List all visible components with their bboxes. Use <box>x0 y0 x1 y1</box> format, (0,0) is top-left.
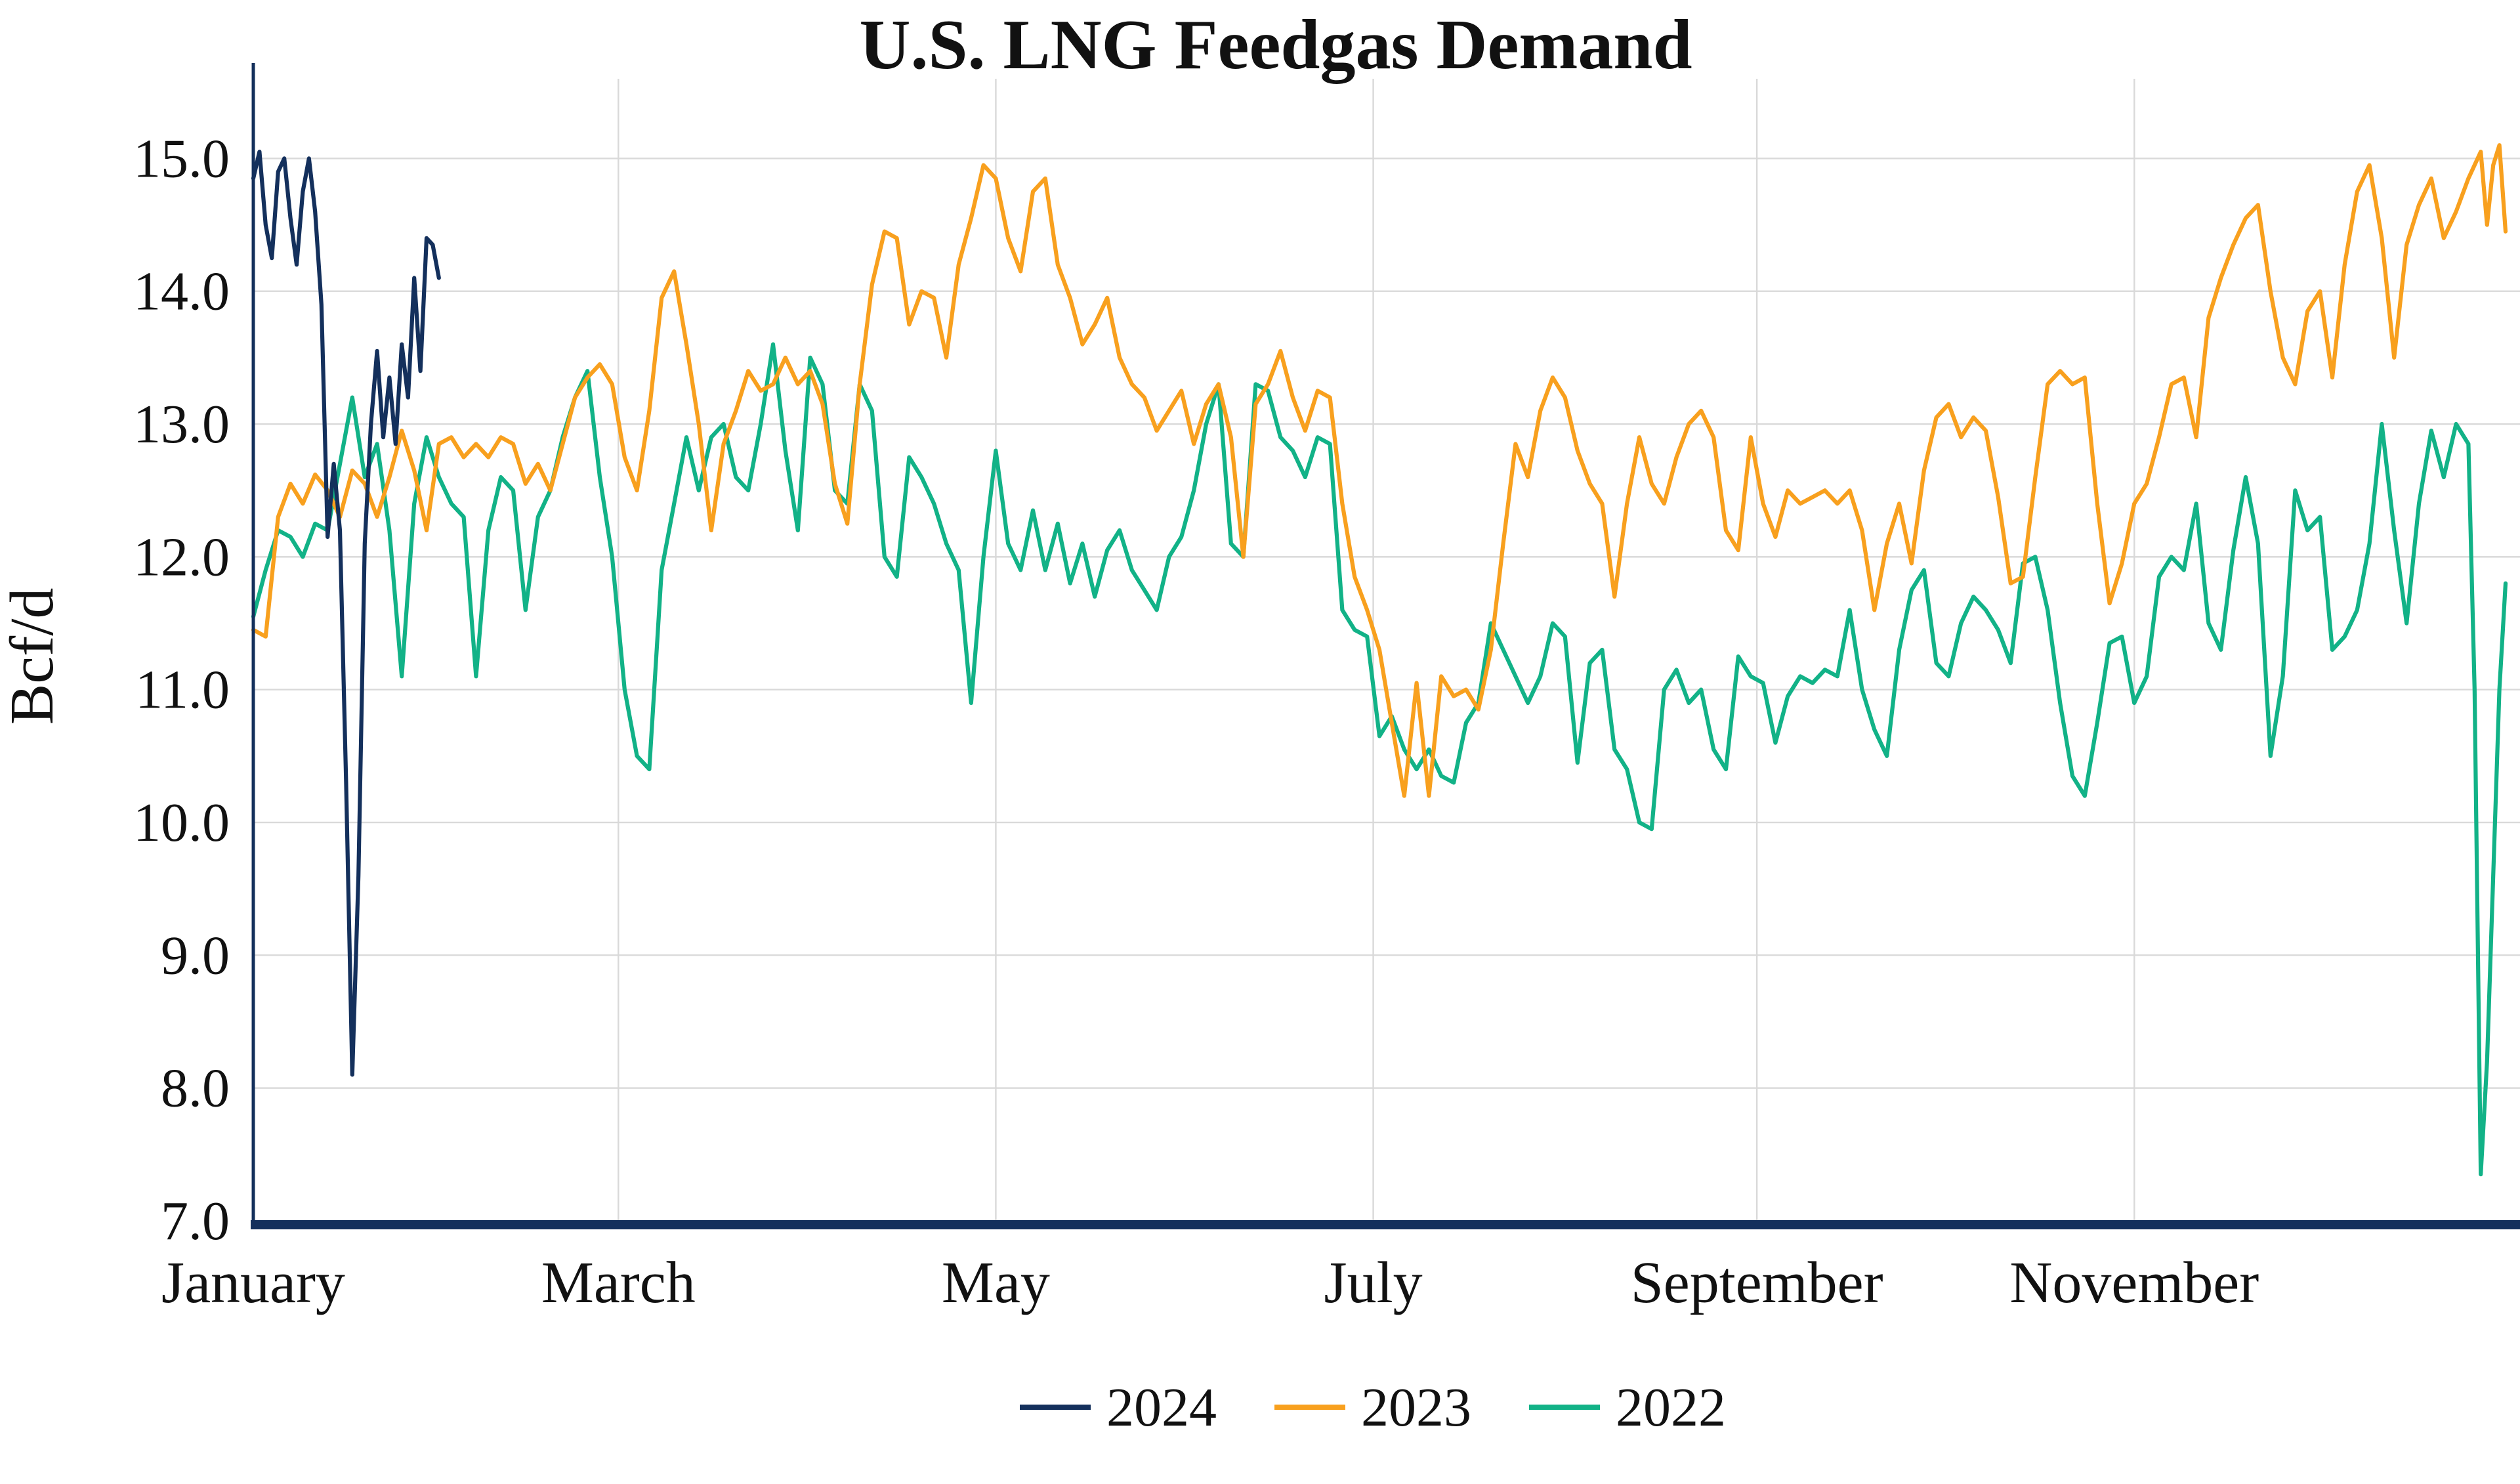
legend-item-2024: 2024 <box>1020 1377 1217 1438</box>
axes: 7.0 8.0 9.0 10.0 11.0 12.0 13.0 14.0 15.0 January… <box>133 63 2520 1315</box>
legend-label-2024: 2024 <box>1106 1377 1217 1438</box>
y-tick-label: 9.0 <box>161 925 230 986</box>
y-tick-label: 15.0 <box>133 128 230 189</box>
y-tick-label: 10.0 <box>133 792 230 853</box>
legend: 2024 2023 2022 <box>1020 1377 1726 1438</box>
x-tick-label: September <box>1631 1250 1883 1315</box>
legend-item-2022: 2022 <box>1529 1377 1726 1438</box>
x-tick-label: July <box>1324 1250 1423 1315</box>
x-tick-label: March <box>541 1250 696 1315</box>
y-tick-label: 7.0 <box>161 1191 230 1252</box>
series-line-2022 <box>251 342 2508 1177</box>
y-tick-label: 14.0 <box>133 261 230 322</box>
x-tick-label: May <box>942 1250 1050 1315</box>
series-line-2024 <box>251 150 441 1077</box>
y-tick-label: 8.0 <box>161 1058 230 1119</box>
legend-label-2023: 2023 <box>1361 1377 1471 1438</box>
data-series <box>251 143 2508 1177</box>
gridlines <box>253 79 2520 1221</box>
y-tick-label: 12.0 <box>133 526 230 587</box>
x-tick-label: January <box>161 1250 345 1315</box>
chart-title: U.S. LNG Feedgas Demand <box>859 6 1692 84</box>
series-line-2023 <box>251 143 2508 798</box>
y-tick-label: 11.0 <box>135 660 230 721</box>
y-axis-title: Bcf/d <box>0 588 66 725</box>
y-tick-label: 13.0 <box>133 394 230 455</box>
x-tick-label: November <box>2009 1250 2259 1315</box>
legend-item-2023: 2023 <box>1274 1377 1471 1438</box>
legend-label-2022: 2022 <box>1616 1377 1726 1438</box>
